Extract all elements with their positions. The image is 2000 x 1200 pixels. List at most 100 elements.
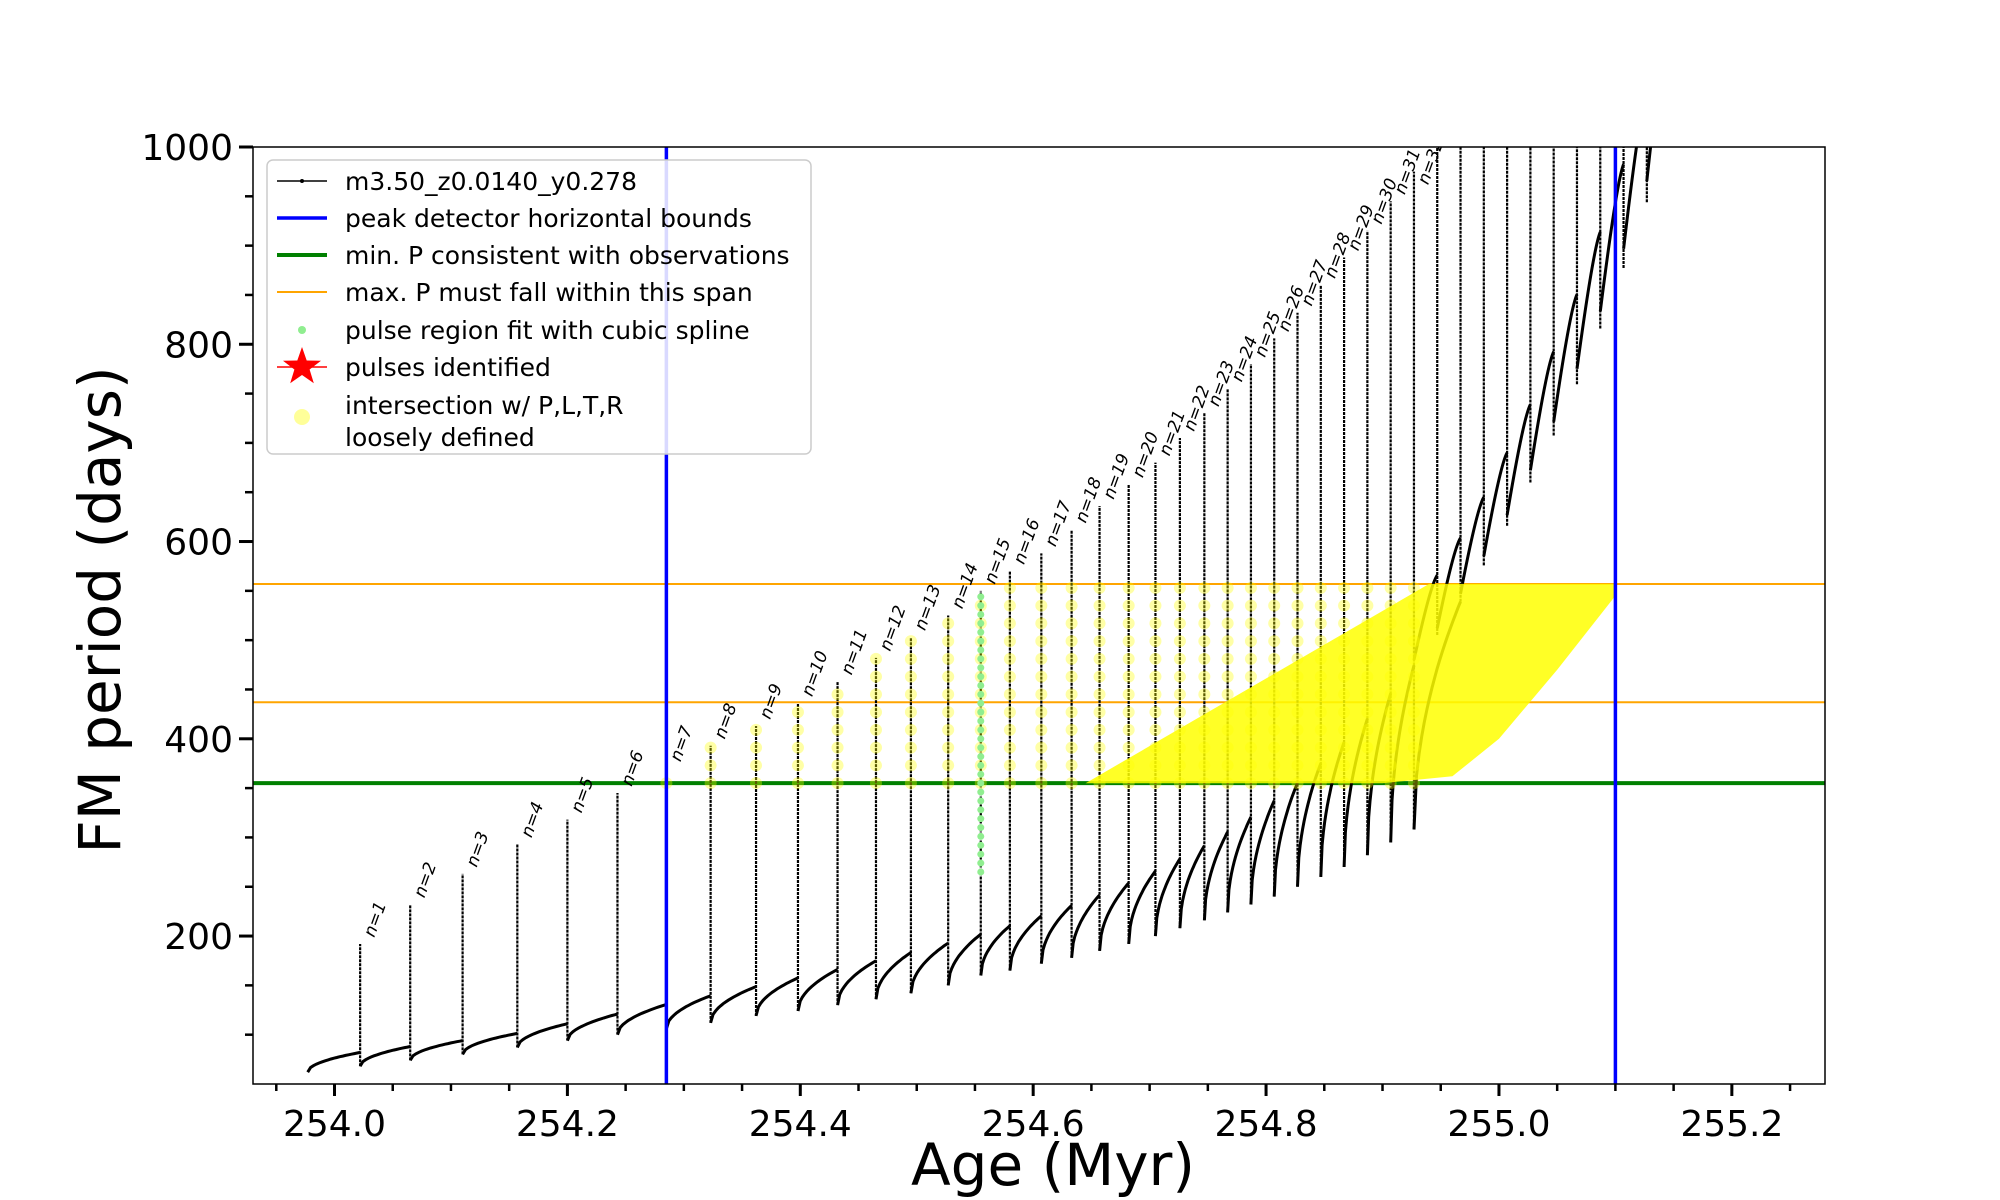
intersection-marker <box>831 741 844 754</box>
intersection-marker <box>1173 635 1186 648</box>
intersection-marker <box>1314 635 1327 648</box>
intersection-marker <box>1173 599 1186 612</box>
spline-point <box>977 788 985 796</box>
intersection-marker <box>1003 741 1016 754</box>
intersection-marker <box>1149 723 1162 736</box>
spline-point <box>977 646 985 654</box>
intersection-marker <box>1291 617 1304 630</box>
spline-point <box>977 779 985 787</box>
intersection-marker <box>1003 759 1016 772</box>
late-track-segment <box>1645 147 1653 182</box>
intersection-marker <box>1198 652 1211 665</box>
spline-point <box>977 699 985 707</box>
y-tick-label: 1000 <box>141 128 233 169</box>
intersection-marker <box>1003 670 1016 683</box>
intersection-marker <box>1093 599 1106 612</box>
pulse-label-11: n=11 <box>837 627 872 678</box>
intersection-marker <box>1093 688 1106 701</box>
intersection-marker <box>1198 617 1211 630</box>
intersection-marker <box>1361 599 1374 612</box>
intersection-marker <box>904 706 917 719</box>
intersection-marker <box>942 723 955 736</box>
intersection-marker <box>1198 635 1211 648</box>
intersection-marker <box>1122 706 1135 719</box>
spline-point <box>977 832 985 840</box>
y-tick-label: 200 <box>164 917 233 958</box>
track-segment-4 <box>461 1031 518 1056</box>
intersection-marker <box>942 617 955 630</box>
intersection-marker <box>1198 670 1211 683</box>
intersection-marker <box>1149 581 1162 594</box>
intersection-marker <box>1122 599 1135 612</box>
intersection-marker <box>1268 599 1281 612</box>
track-segment-16 <box>979 924 1011 976</box>
intersection-marker <box>1093 741 1106 754</box>
track-segment-2 <box>358 1045 411 1067</box>
intersection-marker <box>1035 617 1048 630</box>
intersection-marker <box>1122 723 1135 736</box>
pulse-label-5: n=5 <box>567 775 598 816</box>
intersection-marker <box>1003 581 1016 594</box>
pulse-label-18: n=18 <box>1072 475 1107 526</box>
track-segment-5 <box>515 1022 568 1049</box>
spline-point <box>977 824 985 832</box>
spline-point <box>977 850 985 858</box>
intersection-marker <box>869 652 882 665</box>
legend-spline-symbol <box>298 326 306 334</box>
intersection-marker <box>1003 688 1016 701</box>
track-segment-26 <box>1249 800 1276 905</box>
late-track-segment <box>1575 231 1602 370</box>
spline-point <box>977 806 985 814</box>
intersection-marker <box>1065 617 1078 630</box>
intersection-marker <box>1035 706 1048 719</box>
intersection-marker <box>1003 723 1016 736</box>
legend-label-5: pulse region fit with cubic spline <box>345 316 750 345</box>
intersection-marker <box>1003 635 1016 648</box>
spline-point <box>977 664 985 672</box>
intersection-marker <box>750 759 763 772</box>
intersection-marker <box>1268 635 1281 648</box>
legend-label-6: pulses identified <box>345 353 551 382</box>
track-segment-15 <box>946 933 982 986</box>
intersection-marker <box>1065 599 1078 612</box>
intersection-marker <box>750 741 763 754</box>
track-segment-19 <box>1070 893 1101 958</box>
pulse-label-8: n=8 <box>711 701 742 742</box>
intersection-marker <box>1122 635 1135 648</box>
track-segment-17 <box>1008 914 1043 971</box>
intersection-marker <box>942 635 955 648</box>
pulse-label-3: n=3 <box>463 829 494 870</box>
intersection-marker <box>1093 706 1106 719</box>
late-track-segment <box>1482 452 1509 557</box>
intersection-marker <box>831 759 844 772</box>
x-axis-title: Age (Myr) <box>911 1131 1195 1199</box>
intersection-marker <box>1384 581 1397 594</box>
intersection-marker <box>831 777 844 790</box>
spline-point <box>977 761 985 769</box>
spline-point <box>977 682 985 690</box>
track-segment-7 <box>616 1003 667 1036</box>
intersection-marker <box>1035 688 1048 701</box>
intersection-marker <box>1035 777 1048 790</box>
intersection-marker <box>1035 670 1048 683</box>
intersection-marker <box>942 670 955 683</box>
intersection-marker <box>1173 581 1186 594</box>
late-track-segment <box>1622 147 1638 249</box>
spline-point <box>977 717 985 725</box>
intersection-marker <box>1244 670 1257 683</box>
intersection-marker <box>1149 688 1162 701</box>
x-tick-label: 254.0 <box>283 1104 386 1145</box>
intersection-marker <box>791 759 804 772</box>
intersection-marker <box>1221 581 1234 594</box>
intersection-marker <box>1268 617 1281 630</box>
pulse-label-2: n=2 <box>410 860 441 901</box>
spline-point <box>977 673 985 681</box>
intersection-marker <box>1065 706 1078 719</box>
intersection-marker <box>1035 723 1048 736</box>
intersection-marker <box>1065 688 1078 701</box>
x-tick-label: 255.2 <box>1680 1104 1783 1145</box>
x-tick-label: 255.0 <box>1447 1104 1550 1145</box>
intersection-marker <box>1035 741 1048 754</box>
intersection-marker <box>942 777 955 790</box>
intersection-marker <box>1221 599 1234 612</box>
